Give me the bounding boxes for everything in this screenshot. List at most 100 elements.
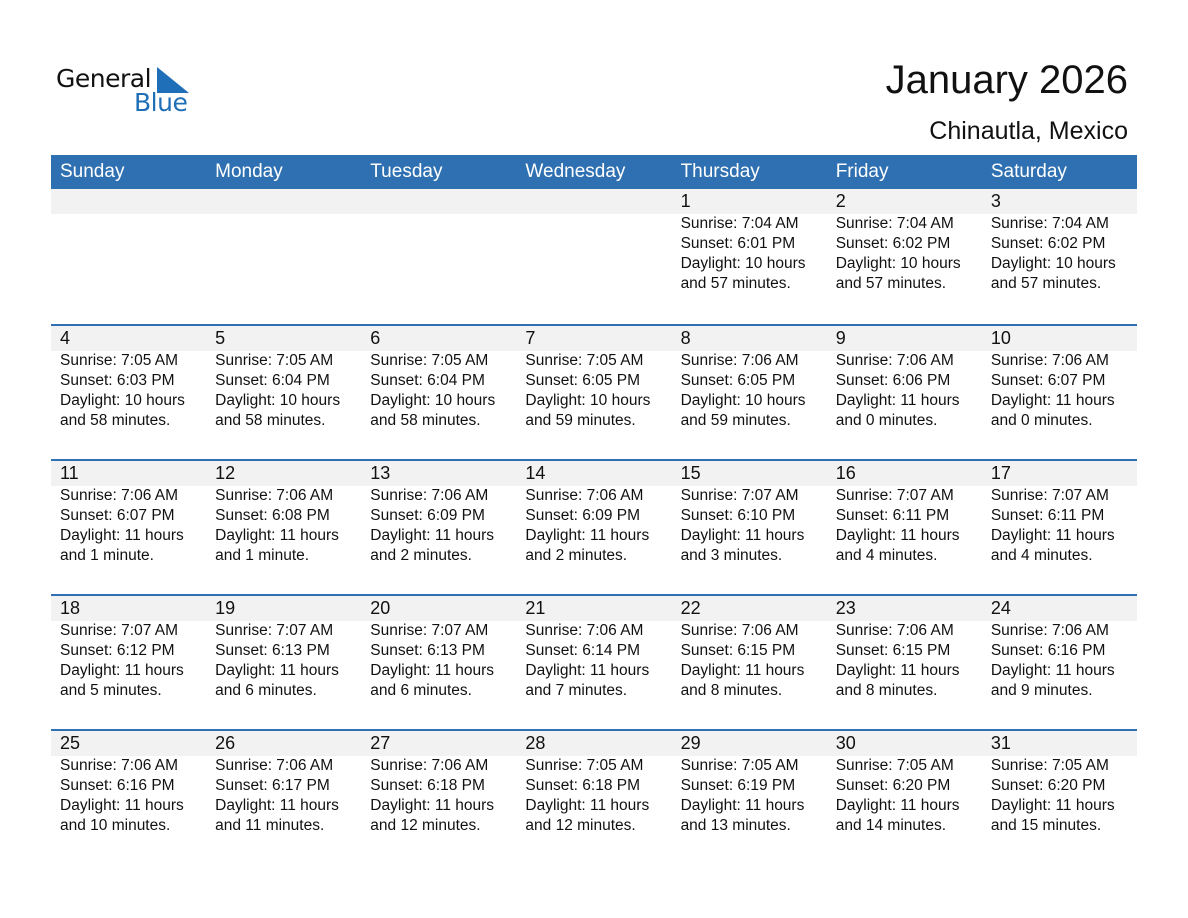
day-cell: 23 Sunrise: 7:06 AM Sunset: 6:15 PM Dayligh… bbox=[827, 596, 982, 729]
day-cell: 9 Sunrise: 7:06 AM Sunset: 6:06 PM Daylight… bbox=[827, 326, 982, 459]
daylight-minutes-text: and 58 minutes. bbox=[60, 412, 171, 429]
daylight-text: Daylight: 10 hours bbox=[60, 392, 185, 409]
sunrise-text: Sunrise: 7:06 AM bbox=[60, 757, 179, 774]
day-number: 19 bbox=[215, 598, 236, 618]
empty-day-cell bbox=[516, 189, 671, 324]
week-row: 25 Sunrise: 7:06 AM Sunset: 6:16 PM Dayligh… bbox=[51, 729, 1137, 864]
daylight-text: Daylight: 11 hours bbox=[525, 797, 650, 814]
day-cell: 27 Sunrise: 7:06 AM Sunset: 6:18 PM Dayligh… bbox=[361, 731, 516, 864]
day-cell: 28 Sunrise: 7:05 AM Sunset: 6:18 PM Dayligh… bbox=[516, 731, 671, 864]
day-cell: 20 Sunrise: 7:07 AM Sunset: 6:13 PM Dayligh… bbox=[361, 596, 516, 729]
day-cell: 11 Sunrise: 7:06 AM Sunset: 6:07 PM Dayligh… bbox=[51, 461, 206, 594]
daylight-minutes-text: and 57 minutes. bbox=[990, 275, 1102, 292]
sunrise-text: Sunrise: 7:07 AM bbox=[60, 622, 179, 639]
day-cell: 14 Sunrise: 7:06 AM Sunset: 6:09 PM Dayligh… bbox=[516, 461, 671, 594]
daylight-minutes-text: and 0 minutes. bbox=[835, 412, 938, 429]
sunset-text: Sunset: 6:17 PM bbox=[215, 777, 330, 794]
sunset-text: Sunset: 6:18 PM bbox=[525, 777, 641, 794]
sunset-text: Sunset: 6:11 PM bbox=[990, 507, 1105, 524]
daylight-minutes-text: and 1 minute. bbox=[60, 547, 154, 564]
calendar-grid: Sunday Monday Tuesday Wednesday Thursday… bbox=[51, 155, 1137, 864]
daylight-text: Daylight: 11 hours bbox=[680, 527, 805, 544]
sunrise-text: Sunrise: 7:05 AM bbox=[835, 757, 954, 774]
day-number: 15 bbox=[680, 463, 701, 483]
daylight-minutes-text: and 57 minutes. bbox=[835, 275, 946, 292]
logo-triangle-icon bbox=[157, 67, 189, 93]
day-number: 7 bbox=[525, 328, 536, 348]
sunset-text: Sunset: 6:08 PM bbox=[215, 507, 330, 524]
day-number: 30 bbox=[835, 733, 856, 753]
weekday-thursday: Thursday bbox=[680, 161, 760, 182]
daylight-text: Daylight: 11 hours bbox=[680, 662, 805, 679]
sunset-text: Sunset: 6:13 PM bbox=[215, 642, 330, 659]
sunrise-text: Sunrise: 7:06 AM bbox=[215, 757, 334, 774]
day-number: 31 bbox=[990, 733, 1011, 753]
sunrise-text: Sunrise: 7:05 AM bbox=[990, 757, 1109, 774]
sunrise-text: Sunrise: 7:05 AM bbox=[525, 757, 644, 774]
day-number: 3 bbox=[990, 191, 1001, 211]
daylight-minutes-text: and 57 minutes. bbox=[680, 275, 791, 292]
daylight-minutes-text: and 11 minutes. bbox=[215, 817, 325, 834]
daylight-text: Daylight: 11 hours bbox=[835, 527, 960, 544]
day-number: 17 bbox=[990, 463, 1011, 483]
sunset-text: Sunset: 6:09 PM bbox=[370, 507, 485, 524]
daylight-minutes-text: and 58 minutes. bbox=[215, 412, 326, 429]
daylight-text: Daylight: 11 hours bbox=[370, 527, 495, 544]
sunset-text: Sunset: 6:19 PM bbox=[680, 777, 796, 794]
daylight-minutes-text: and 2 minutes. bbox=[525, 547, 628, 564]
sunset-text: Sunset: 6:02 PM bbox=[835, 235, 951, 252]
sunset-text: Sunset: 6:10 PM bbox=[680, 507, 796, 524]
sunrise-text: Sunrise: 7:07 AM bbox=[835, 487, 954, 504]
day-number-band bbox=[51, 731, 1137, 756]
day-number: 27 bbox=[370, 733, 391, 753]
daylight-minutes-text: and 12 minutes. bbox=[525, 817, 636, 834]
weekday-saturday: Saturday bbox=[990, 161, 1067, 182]
sunrise-text: Sunrise: 7:04 AM bbox=[990, 215, 1109, 232]
day-cell: 17 Sunrise: 7:07 AM Sunset: 6:11 PM Dayligh… bbox=[982, 461, 1137, 594]
sunset-text: Sunset: 6:01 PM bbox=[680, 235, 796, 252]
sunset-text: Sunset: 6:04 PM bbox=[370, 372, 485, 389]
daylight-text: Daylight: 11 hours bbox=[215, 527, 339, 544]
logo-word-blue: Blue bbox=[134, 88, 188, 117]
sunset-text: Sunset: 6:20 PM bbox=[990, 777, 1106, 794]
daylight-minutes-text: and 12 minutes. bbox=[370, 817, 481, 834]
day-cell: 6 Sunrise: 7:05 AM Sunset: 6:04 PM Daylight… bbox=[361, 326, 516, 459]
day-number: 29 bbox=[680, 733, 701, 753]
sunrise-text: Sunrise: 7:07 AM bbox=[680, 487, 799, 504]
daylight-text: Daylight: 11 hours bbox=[990, 392, 1115, 409]
day-number-band bbox=[51, 189, 1137, 214]
sunrise-text: Sunrise: 7:05 AM bbox=[525, 352, 644, 369]
sunrise-text: Sunrise: 7:06 AM bbox=[370, 487, 489, 504]
daylight-text: Daylight: 11 hours bbox=[835, 392, 960, 409]
location-subtitle: Chinautla, Mexico bbox=[929, 117, 1128, 145]
day-number: 14 bbox=[525, 463, 546, 483]
weekday-tuesday: Tuesday bbox=[370, 161, 443, 182]
daylight-text: Daylight: 11 hours bbox=[370, 797, 495, 814]
daylight-text: Daylight: 10 hours bbox=[680, 392, 806, 409]
day-number: 20 bbox=[370, 598, 391, 618]
sunrise-text: Sunrise: 7:07 AM bbox=[370, 622, 489, 639]
daylight-minutes-text: and 6 minutes. bbox=[215, 682, 317, 699]
daylight-minutes-text: and 13 minutes. bbox=[680, 817, 791, 834]
weekday-header: Sunday Monday Tuesday Wednesday Thursday… bbox=[51, 155, 1137, 189]
sunrise-text: Sunrise: 7:06 AM bbox=[990, 352, 1109, 369]
day-cell: 7 Sunrise: 7:05 AM Sunset: 6:05 PM Daylight… bbox=[516, 326, 671, 459]
day-number: 8 bbox=[680, 328, 691, 348]
daylight-minutes-text: and 10 minutes. bbox=[60, 817, 171, 834]
day-number: 26 bbox=[215, 733, 236, 753]
daylight-text: Daylight: 11 hours bbox=[990, 527, 1115, 544]
daylight-text: Daylight: 11 hours bbox=[60, 527, 184, 544]
weekday-friday: Friday bbox=[835, 161, 889, 182]
daylight-minutes-text: and 59 minutes. bbox=[525, 412, 636, 429]
daylight-minutes-text: and 6 minutes. bbox=[370, 682, 472, 699]
sunrise-text: Sunrise: 7:04 AM bbox=[680, 215, 799, 232]
week-row: 18 Sunrise: 7:07 AM Sunset: 6:12 PM Dayligh… bbox=[51, 594, 1137, 729]
sunset-text: Sunset: 6:06 PM bbox=[835, 372, 951, 389]
day-number: 1 bbox=[680, 191, 691, 211]
logo-word-general: General bbox=[56, 64, 152, 93]
day-cell: 5 Sunrise: 7:05 AM Sunset: 6:04 PM Daylight… bbox=[206, 326, 361, 459]
day-number: 16 bbox=[835, 463, 856, 483]
daylight-text: Daylight: 11 hours bbox=[525, 662, 650, 679]
daylight-minutes-text: and 15 minutes. bbox=[990, 817, 1102, 834]
sunset-text: Sunset: 6:18 PM bbox=[370, 777, 485, 794]
